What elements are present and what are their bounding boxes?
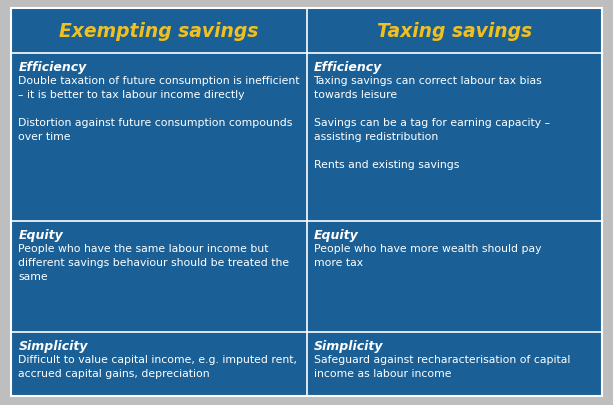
Text: Simplicity: Simplicity [313,339,383,352]
Text: Equity: Equity [18,229,63,242]
Text: Safeguard against recharacterisation of capital
income as labour income: Safeguard against recharacterisation of … [313,354,570,378]
Text: Simplicity: Simplicity [18,339,88,352]
Text: Taxing savings can correct labour tax bias
towards leisure

Savings can be a tag: Taxing savings can correct labour tax bi… [313,75,550,169]
Text: People who have more wealth should pay
more tax: People who have more wealth should pay m… [313,244,541,268]
Text: People who have the same labour income but
different savings behaviour should be: People who have the same labour income b… [18,244,289,282]
Text: Efficiency: Efficiency [18,60,86,73]
Text: Taxing savings: Taxing savings [376,21,531,40]
Text: Efficiency: Efficiency [313,60,382,73]
Text: Difficult to value capital income, e.g. imputed rent,
accrued capital gains, dep: Difficult to value capital income, e.g. … [18,354,297,378]
Text: Equity: Equity [313,229,358,242]
Text: Exempting savings: Exempting savings [59,21,259,40]
Text: Double taxation of future consumption is inefficient
– it is better to tax labou: Double taxation of future consumption is… [18,75,300,141]
